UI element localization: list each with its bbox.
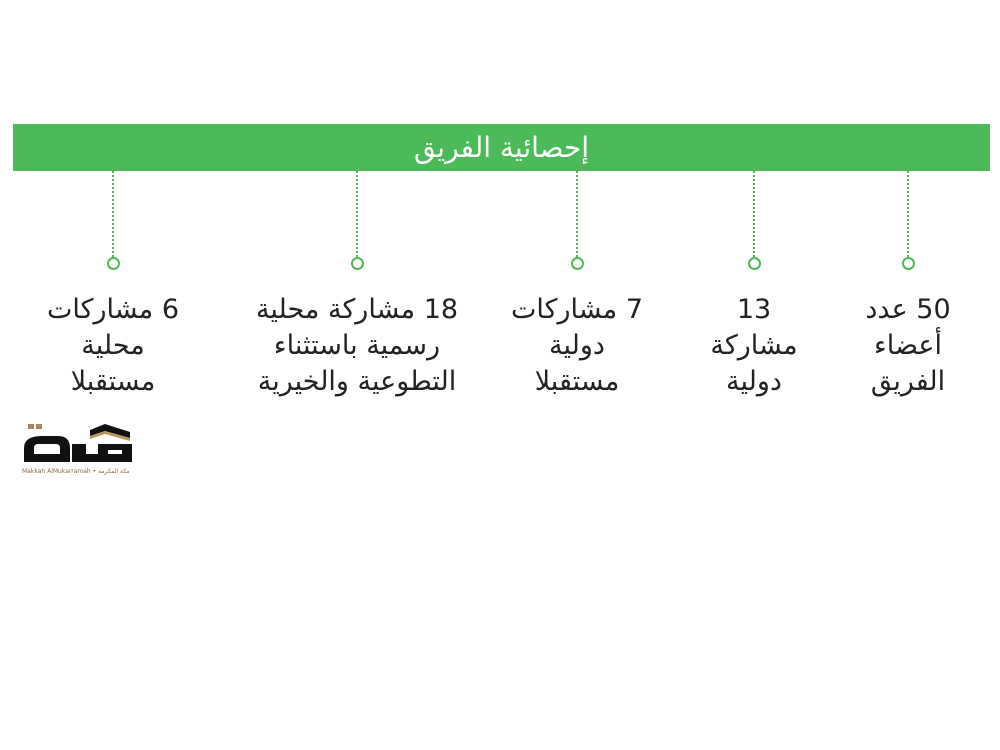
stat-line: دولية [726, 366, 782, 397]
connector-line [907, 171, 909, 257]
connector-line [356, 171, 358, 257]
stat-line: مستقبلا [70, 366, 156, 397]
connector-node [902, 257, 915, 270]
stat-item: 18 مشاركة محلية رسمية باستثناء التطوعية وا… [237, 292, 477, 400]
connector-node [571, 257, 584, 270]
title-banner: إحصائية الفريق [13, 124, 990, 171]
stat-line: مشاركة [710, 330, 798, 361]
connector-node [748, 257, 761, 270]
stat-item: 6 مشاركات محلية مستقبلا [0, 292, 233, 400]
stat-line: التطوعية والخيرية [257, 366, 457, 397]
banner-title: إحصائية الفريق [413, 131, 590, 164]
stat-line: 7 مشاركات [510, 294, 644, 325]
stat-line: 50 عدد [865, 294, 951, 325]
stat-line: أعضاء [874, 330, 942, 361]
stat-line: مستقبلا [534, 366, 620, 397]
makkah-logo [24, 424, 132, 462]
connector-line [576, 171, 578, 257]
stat-line: رسمية باستثناء [273, 330, 441, 361]
stat-item: 7 مشاركات دولية مستقبلا [457, 292, 697, 400]
stat-line: محلية [81, 330, 145, 361]
connector-line [112, 171, 114, 257]
stat-line: 13 [736, 294, 772, 325]
connector-node [107, 257, 120, 270]
stat-line: 18 مشاركة محلية [255, 294, 459, 325]
logo-caption: Makkah AlMukarramah • مكة المكرمة [22, 468, 130, 475]
connector-node [351, 257, 364, 270]
stat-line: دولية [549, 330, 605, 361]
stat-item: 13 مشاركة دولية [634, 292, 874, 400]
connector-line [753, 171, 755, 257]
stat-line: 6 مشاركات [46, 294, 180, 325]
stat-line: الفريق [870, 366, 946, 397]
stat-item: 50 عدد أعضاء الفريق [788, 292, 1000, 400]
